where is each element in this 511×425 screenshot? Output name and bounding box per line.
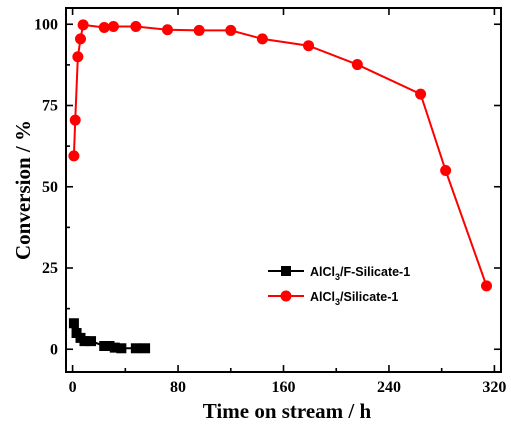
data-point <box>109 342 120 353</box>
data-point <box>116 343 127 354</box>
series-alcl3-f-silicate-1 <box>68 318 151 354</box>
data-point <box>72 51 84 63</box>
axes: 0 80 160 240 320 0 25 50 75 100 <box>34 7 506 396</box>
x-tick-label: 0 <box>69 379 77 396</box>
data-point <box>104 341 115 351</box>
x-tick-label: 320 <box>482 379 506 396</box>
data-point <box>162 24 173 36</box>
data-point <box>225 24 237 36</box>
data-point <box>107 21 119 33</box>
x-tick-label: 160 <box>272 379 296 396</box>
legend-label: AlCl3/Silicate-1 <box>310 290 398 307</box>
data-point <box>130 21 142 33</box>
legend-marker <box>280 290 292 302</box>
y-tick-label: 0 <box>50 341 58 358</box>
legend-label: AlCl3/F-Silicate-1 <box>310 265 410 282</box>
data-point <box>79 336 90 347</box>
x-tick-label: 80 <box>170 379 186 396</box>
data-point <box>86 336 97 347</box>
data-point <box>440 165 452 176</box>
data-point <box>303 40 315 52</box>
legend-item: AlCl3/F-Silicate-1 <box>268 265 410 282</box>
x-axis-title: Time on stream / h <box>203 399 372 423</box>
data-point <box>415 88 427 100</box>
data-point <box>77 19 89 31</box>
data-point <box>256 33 268 45</box>
data-point <box>99 341 110 351</box>
plot-frame <box>65 7 502 373</box>
data-point <box>98 22 110 33</box>
legend-item: AlCl3/Silicate-1 <box>268 290 398 307</box>
data-point <box>351 59 363 71</box>
series-layer <box>68 19 492 354</box>
data-point <box>130 343 141 354</box>
y-tick-label: 100 <box>34 16 58 33</box>
data-point <box>75 33 86 45</box>
data-point <box>193 24 205 36</box>
legend-marker <box>281 266 291 276</box>
y-tick-label: 50 <box>42 179 58 196</box>
x-tick-label: 240 <box>377 379 401 396</box>
legend: AlCl3/F-Silicate-1 AlCl3/Silicate-1 <box>268 265 410 307</box>
data-point <box>69 114 81 126</box>
y-axis-title: Conversion / % <box>11 120 35 260</box>
y-tick-label: 25 <box>42 260 58 277</box>
y-tick-label: 75 <box>42 98 58 115</box>
data-point <box>68 150 80 162</box>
series-line <box>72 23 488 287</box>
data-point <box>68 318 79 329</box>
series-alcl3-silicate-1 <box>68 19 492 292</box>
data-point <box>140 343 151 354</box>
data-point <box>481 280 492 292</box>
